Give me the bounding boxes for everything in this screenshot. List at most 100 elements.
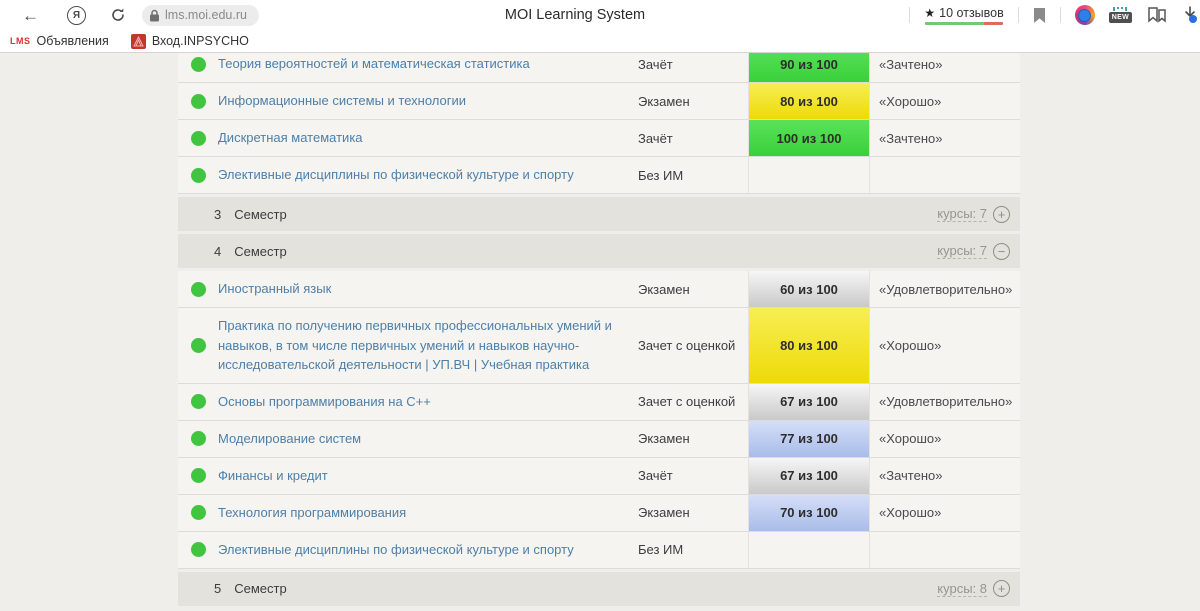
subject-cell: Теория вероятностей и математическая ста… — [218, 53, 638, 82]
status-dot-icon — [190, 505, 206, 520]
course-link[interactable]: Теория вероятностей и математическая ста… — [218, 56, 530, 72]
status-cell — [178, 271, 218, 307]
grade-label: «Зачтено» — [879, 468, 943, 483]
course-link[interactable]: Элективные дисциплины по физической куль… — [218, 541, 574, 557]
score-badge — [748, 157, 870, 193]
status-dot-icon — [190, 431, 206, 446]
inpsycho-favicon-icon — [130, 33, 146, 49]
course-row: Иностранный язык Экзамен 60 из 100 «Удов… — [178, 271, 1020, 308]
gradebook: Теория вероятностей и математическая ста… — [178, 53, 1020, 606]
control-type-label: Зачет с оценкой — [638, 337, 736, 353]
score-badge — [748, 531, 870, 568]
grade-label: «Зачтено» — [879, 130, 943, 146]
semester-controls: курсы: 8 + — [937, 580, 1010, 597]
semester-row[interactable]: 5 Семестр курсы: 8 + — [178, 571, 1020, 606]
subject-cell: Моделирование систем — [218, 421, 638, 457]
semester-row[interactable]: 4 Семестр курсы: 7 − — [178, 234, 1020, 268]
course-row: Информационные системы и технологии Экза… — [178, 83, 1020, 120]
course-row: Элективные дисциплины по физической куль… — [178, 531, 1020, 569]
course-row: Финансы и кредит Зачёт 67 из 100 «Зачтен… — [178, 457, 1020, 495]
grade-label: «Удовлетворительно» — [879, 394, 1013, 409]
rating-positive-segment — [925, 21, 984, 25]
course-link[interactable]: Моделирование систем — [218, 430, 362, 446]
semester-label: Семестр — [234, 581, 287, 596]
downloads-icon[interactable] — [1182, 6, 1198, 24]
course-link[interactable]: Информационные системы и технологии — [218, 93, 466, 109]
bookmark-announcements[interactable]: LMS Объявления — [10, 34, 109, 48]
subject-cell: Элективные дисциплины по физической куль… — [218, 532, 638, 568]
subject-cell: Технология программирования — [218, 495, 638, 531]
control-type-label: Зачёт — [638, 56, 673, 72]
toggle-icon[interactable]: + — [993, 205, 1010, 223]
status-dot-icon — [190, 167, 206, 183]
subject-cell: Финансы и кредит — [218, 458, 638, 494]
rating-negative-segment — [983, 21, 1004, 25]
semester-number: 4 — [214, 243, 222, 259]
status-cell — [178, 421, 218, 457]
score-badge: 80 из 100 — [748, 83, 870, 119]
back-button[interactable]: ← — [22, 5, 39, 25]
course-link[interactable]: Дискретная математика — [218, 130, 363, 146]
score-badge: 77 из 100 — [748, 420, 870, 457]
bookmark-inpsycho-login[interactable]: Вход.INPSYCHO — [130, 33, 249, 49]
status-dot-icon — [190, 468, 206, 483]
course-link[interactable]: Финансы и кредит — [218, 467, 328, 483]
control-type-label: Экзамен — [638, 93, 690, 109]
grade-label — [870, 157, 1020, 193]
score-badge: 70 из 100 — [748, 494, 870, 531]
control-type-label: Экзамен — [638, 431, 690, 446]
control-type-label: Экзамен — [638, 505, 690, 520]
browser-toolbar: ← Я lms.moi.edu.ru MOI Learning System ★… — [0, 0, 1200, 30]
status-dot-icon — [190, 542, 206, 557]
semester-label: Семестр — [234, 243, 287, 259]
course-link[interactable]: Практика по получению первичных професси… — [218, 318, 612, 372]
bookmarks-bar: LMS Объявления Вход.INPSYCHO — [0, 30, 1200, 53]
course-link[interactable]: Иностранный язык — [218, 281, 332, 297]
screenshot-new-icon[interactable]: NEW — [1108, 7, 1132, 23]
bookmark-label: Объявления — [36, 34, 109, 48]
yandex-home-icon[interactable]: Я — [67, 5, 86, 25]
course-link[interactable]: Технология программирования — [218, 504, 407, 520]
toggle-icon[interactable]: + — [993, 580, 1010, 597]
semester-label: Семестр — [234, 206, 287, 222]
semester-controls: курсы: 7 + — [937, 205, 1010, 223]
course-link[interactable]: Основы программирования на C++ — [218, 393, 431, 409]
score-badge: 67 из 100 — [748, 383, 870, 420]
status-cell — [178, 120, 218, 156]
course-link[interactable]: Элективные дисциплины по физической куль… — [218, 167, 574, 183]
semester-controls: курсы: 7 − — [937, 242, 1010, 260]
status-cell — [178, 532, 218, 568]
status-dot-icon — [190, 337, 206, 353]
extension-lens-icon[interactable] — [1074, 5, 1095, 25]
status-cell — [178, 458, 218, 494]
refresh-button[interactable] — [110, 7, 126, 23]
course-row: Практика по получению первичных професси… — [178, 308, 1020, 384]
subject-cell: Элективные дисциплины по физической куль… — [218, 157, 638, 193]
course-row: Основы программирования на C++ Зачет с о… — [178, 383, 1020, 421]
new-icon-marks — [1113, 7, 1128, 11]
bookmark-flag-icon[interactable] — [1033, 7, 1046, 24]
score-badge: 90 из 100 — [748, 53, 870, 82]
course-row: Моделирование систем Экзамен 77 из 100 «… — [178, 420, 1020, 458]
collections-icon[interactable] — [1146, 6, 1168, 24]
site-reviews-button[interactable]: ★ 10 отзывов — [924, 5, 1004, 25]
status-cell — [178, 83, 218, 119]
status-cell — [178, 53, 218, 82]
subject-cell: Иностранный язык — [218, 271, 638, 307]
status-dot-icon — [190, 56, 206, 72]
address-bar[interactable]: lms.moi.edu.ru — [142, 4, 259, 26]
lens-core — [1078, 8, 1092, 22]
status-dot-icon — [190, 93, 206, 109]
courses-count-link[interactable]: курсы: 8 — [937, 580, 987, 597]
courses-count-link[interactable]: курсы: 7 — [937, 243, 987, 259]
bookmark-label: Вход.INPSYCHO — [151, 34, 249, 48]
courses-count-link[interactable]: курсы: 7 — [937, 206, 987, 222]
star-icon: ★ — [924, 5, 936, 20]
status-cell — [178, 384, 218, 420]
semester-row[interactable]: 3 Семестр курсы: 7 + — [178, 197, 1020, 231]
toggle-icon[interactable]: − — [993, 242, 1010, 260]
score-badge: 60 из 100 — [748, 271, 870, 307]
course-row: Элективные дисциплины по физической куль… — [178, 157, 1020, 194]
page-content: Теория вероятностей и математическая ста… — [0, 53, 1200, 611]
subject-cell: Дискретная математика — [218, 120, 638, 156]
